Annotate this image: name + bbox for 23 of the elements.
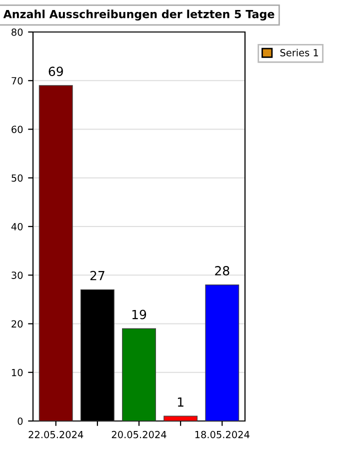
data-label: 69	[48, 66, 63, 76]
bar	[205, 284, 240, 421]
bar	[38, 85, 73, 421]
x-tick-label: 22.05.2024	[28, 430, 84, 438]
bar	[164, 416, 198, 421]
y-tick-label: 80	[12, 28, 23, 36]
data-label: 28	[215, 266, 230, 276]
data-label: 19	[132, 310, 146, 320]
y-tick-label: 20	[12, 320, 23, 328]
x-tick-label: 18.05.2024	[195, 430, 250, 438]
y-tick-label: 10	[12, 368, 23, 376]
data-label: 1	[178, 397, 184, 407]
y-tick-label: 30	[12, 272, 23, 279]
data-label: 27	[90, 270, 104, 280]
bar	[122, 328, 156, 421]
chart-title: Anzahl Ausschreibungen der letzten 5 Tage	[3, 10, 274, 21]
y-tick-label: 60	[12, 126, 23, 134]
y-tick-label: 70	[12, 77, 23, 84]
y-tick-label: 0	[18, 417, 23, 425]
text: Series 1	[280, 48, 318, 56]
x-tick-label: 20.05.2024	[112, 430, 166, 438]
y-tick-label: 40	[11, 222, 23, 230]
y-tick-label: 50	[12, 174, 23, 182]
